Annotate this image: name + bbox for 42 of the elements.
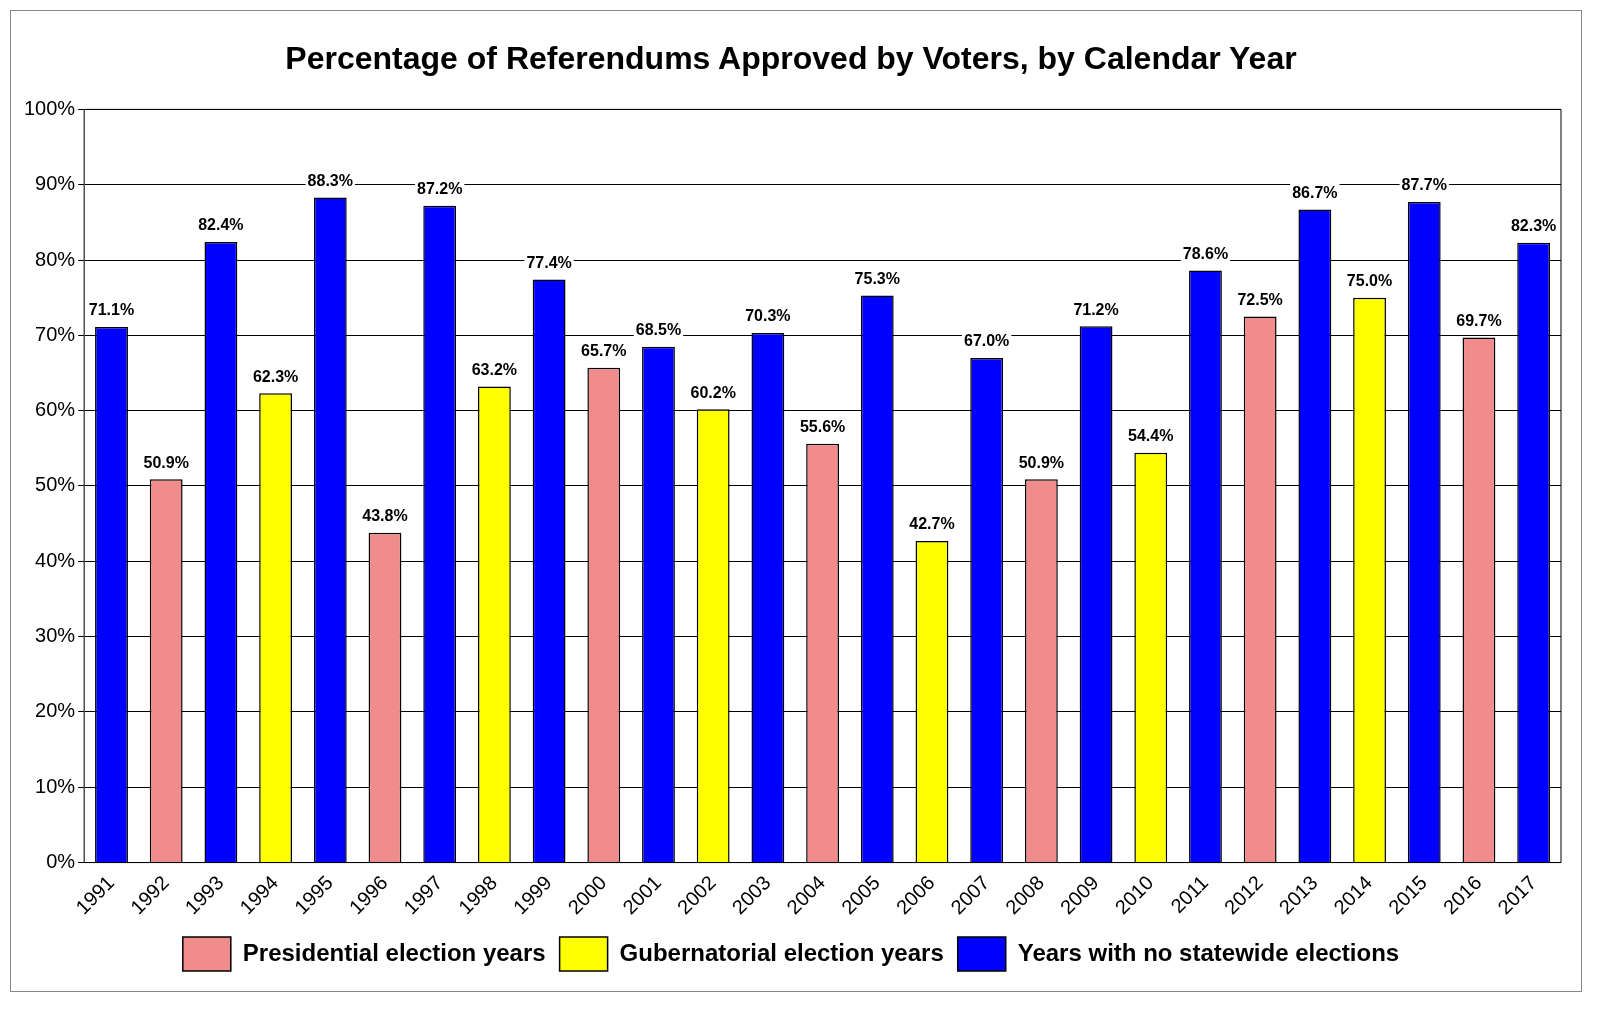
y-tick-label: 0% bbox=[46, 850, 76, 873]
y-tick-label: 20% bbox=[35, 699, 76, 722]
y-tick-label: 50% bbox=[35, 473, 76, 496]
data-label: 60.2% bbox=[690, 383, 736, 401]
data-label: 86.7% bbox=[1292, 183, 1338, 201]
data-label: 70.3% bbox=[745, 307, 791, 325]
data-label: 75.3% bbox=[854, 269, 900, 287]
data-label: 50.9% bbox=[143, 453, 189, 471]
y-tick-label: 10% bbox=[35, 774, 76, 797]
data-label: 43.8% bbox=[362, 507, 408, 525]
chart-title: Percentage of Referendums Approved by Voters, by Calendar Year bbox=[285, 40, 1297, 77]
data-label: 87.7% bbox=[1401, 176, 1447, 194]
data-label: 69.7% bbox=[1456, 312, 1502, 330]
y-tick-label: 90% bbox=[35, 172, 76, 195]
legend-label: Gubernatorial election years bbox=[619, 938, 944, 966]
data-label: 54.4% bbox=[1128, 427, 1174, 445]
data-label: 55.6% bbox=[799, 418, 846, 436]
data-label: 71.1% bbox=[88, 301, 135, 319]
data-label: 62.3% bbox=[252, 367, 299, 385]
y-tick-label: 100% bbox=[24, 96, 76, 119]
data-label: 82.3% bbox=[1510, 217, 1557, 235]
data-label: 88.3% bbox=[307, 171, 353, 189]
y-tick-label: 80% bbox=[35, 247, 76, 270]
data-label: 42.7% bbox=[909, 515, 955, 533]
data-label: 87.2% bbox=[417, 180, 463, 198]
data-label: 65.7% bbox=[581, 342, 627, 360]
y-tick-label: 30% bbox=[35, 624, 76, 647]
data-label: 72.5% bbox=[1237, 290, 1283, 308]
data-label: 68.5% bbox=[635, 321, 682, 339]
legend-label: Years with no statewide elections bbox=[1017, 938, 1400, 966]
data-label: 75.0% bbox=[1346, 272, 1393, 290]
data-label: 50.9% bbox=[1018, 453, 1065, 471]
legend-label: Presidential election years bbox=[242, 938, 546, 966]
y-tick-label: 40% bbox=[35, 548, 76, 571]
data-label: 82.4% bbox=[198, 216, 244, 234]
data-label: 63.2% bbox=[471, 360, 518, 378]
data-label: 77.4% bbox=[526, 254, 572, 272]
y-tick-label: 60% bbox=[35, 398, 76, 421]
data-label: 71.2% bbox=[1073, 300, 1119, 318]
data-label: 67.0% bbox=[963, 332, 1010, 350]
data-label: 78.6% bbox=[1182, 244, 1229, 262]
y-tick-label: 70% bbox=[35, 322, 76, 345]
